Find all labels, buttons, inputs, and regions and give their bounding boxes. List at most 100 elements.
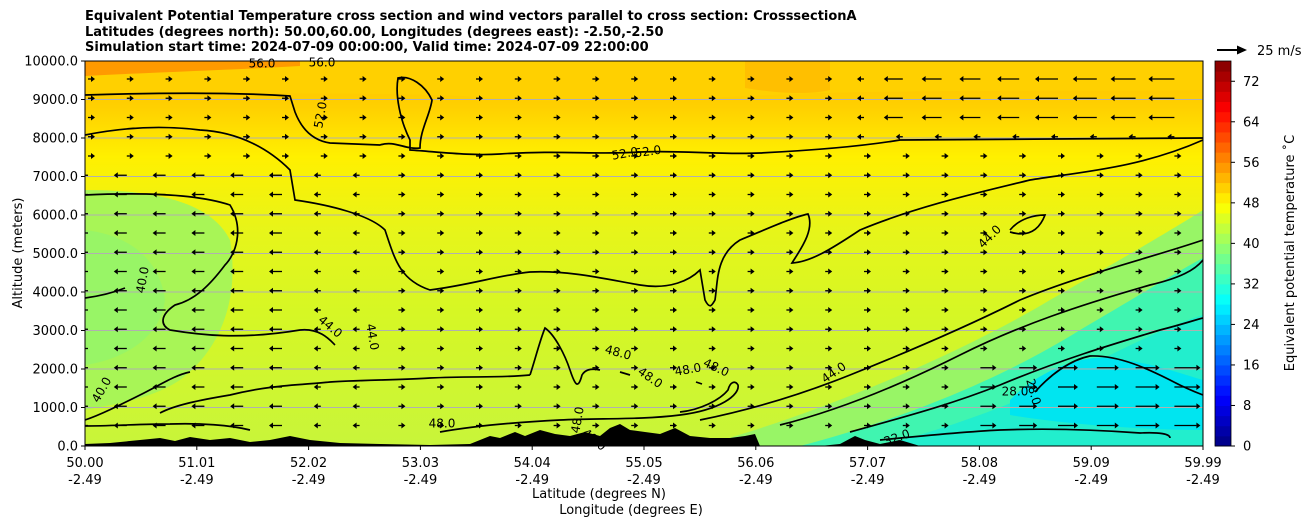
wind-vector-head	[595, 326, 600, 333]
wind-vector-head	[905, 422, 910, 429]
wind-vector-head	[440, 364, 445, 371]
wind-vector-head	[401, 326, 406, 333]
wind-vector-head	[323, 114, 328, 121]
wind-vector-head	[595, 210, 600, 217]
wind-vector-head	[867, 153, 871, 159]
wind-vector-head	[595, 191, 600, 198]
wind-vector-head	[113, 403, 118, 410]
wind-vector-head	[517, 384, 522, 390]
wind-vector-head	[867, 345, 871, 352]
wind-vector-head	[867, 384, 871, 390]
wind-vector-head	[789, 172, 794, 179]
wind-vector-head	[191, 307, 196, 313]
wind-vector-head	[595, 268, 600, 275]
contour-label: 52.0	[611, 144, 640, 162]
wind-vector-head	[230, 268, 235, 275]
colorbar-segment	[1215, 395, 1231, 406]
wind-vector-head	[269, 364, 273, 371]
wind-vector-head	[401, 249, 406, 256]
wind-vector-head	[191, 268, 196, 275]
wind-vector-head	[905, 403, 910, 410]
wind-vector-head	[867, 307, 871, 313]
wind-vector-head	[517, 307, 522, 313]
x-tick-label-lat: 51.01	[178, 456, 215, 471]
wind-vector-head	[401, 422, 406, 429]
wind-vector-head	[191, 210, 196, 217]
wind-vector-head	[1177, 287, 1182, 294]
wind-vector-head	[1022, 287, 1027, 294]
colorbar-segment	[1215, 111, 1231, 123]
wind-vector-head	[750, 307, 755, 313]
x-tick-label-lat: 53.03	[402, 456, 439, 471]
wind-vector-head	[113, 422, 118, 429]
wind-vector-head	[673, 326, 677, 333]
colorbar-segment	[1215, 375, 1231, 386]
wind-vector-head	[711, 364, 716, 371]
wind-vector-head	[75, 192, 79, 198]
wind-vector-head	[750, 384, 755, 390]
wind-vector-head	[711, 172, 716, 179]
wind-vector-head	[440, 326, 445, 333]
colorbar-segment	[1215, 314, 1231, 325]
wind-vector-head	[168, 95, 173, 102]
contour-line	[85, 287, 126, 299]
wind-vector-head	[1138, 287, 1143, 294]
wind-vector-head	[1114, 422, 1119, 429]
wind-vector-head	[269, 384, 273, 390]
wind-vector-head	[1061, 153, 1065, 159]
wind-vector-head	[1089, 133, 1094, 140]
colorbar-segment	[1215, 233, 1231, 244]
wind-vector-head	[944, 153, 949, 159]
wind-vector-head	[828, 210, 833, 217]
wind-vector-head	[517, 268, 522, 275]
wind-vector-head	[1099, 287, 1104, 294]
x-tick-label-lon: -2.49	[68, 473, 102, 488]
wind-vector-head	[750, 76, 755, 82]
wind-vector-head	[362, 133, 367, 140]
wind-vector-head	[1138, 210, 1143, 217]
wind-vector-head	[634, 95, 639, 102]
wind-vector-head	[1196, 384, 1201, 390]
colorbar-segment	[1215, 354, 1231, 366]
wind-vector-head	[352, 384, 357, 390]
y-tick-label: 10000.0	[24, 55, 78, 70]
wind-vector-head	[673, 403, 677, 410]
contour-line	[529, 326, 601, 385]
wind-vector-head	[634, 230, 639, 236]
wind-vector-head	[1155, 364, 1160, 371]
wind-vector-head	[352, 191, 357, 198]
wind-vector-head	[789, 210, 794, 217]
wind-vector-head	[91, 153, 95, 159]
wind-vector-head	[673, 345, 677, 352]
wind-vector-head	[168, 153, 173, 159]
wind-vector-head	[1114, 403, 1119, 410]
wind-vector-head	[634, 191, 639, 198]
wind-vector-head	[857, 133, 861, 140]
wind-vector-head	[191, 364, 196, 371]
wind-vector-head	[168, 133, 173, 140]
wind-vector-head	[921, 95, 926, 102]
wind-vector-head	[556, 287, 561, 294]
wind-vector-head	[401, 268, 406, 275]
wind-vector-head	[269, 345, 273, 352]
wind-vector-head	[1061, 307, 1065, 313]
wind-vector-head	[269, 210, 273, 217]
wind-vector-head	[944, 307, 949, 313]
wind-vector-head	[152, 230, 157, 236]
wind-vector-head	[313, 326, 318, 333]
wind-vector-head	[207, 114, 212, 121]
wind-vector-head	[983, 249, 988, 256]
wind-vector-head	[867, 249, 871, 256]
contour-line	[85, 76, 1203, 156]
colorbar-segment	[1215, 223, 1231, 234]
wind-vector-head	[479, 191, 483, 198]
wind-vectors	[75, 76, 1201, 429]
wind-vector-head	[556, 345, 561, 352]
wind-vector-head	[750, 249, 755, 256]
wind-vector-head	[230, 287, 235, 294]
wind-vector-head	[828, 307, 833, 313]
y-tick-label: 3000.0	[33, 324, 79, 339]
wind-vector-head	[1061, 287, 1065, 294]
wind-vector-head	[1033, 422, 1038, 429]
wind-vector-head	[313, 364, 318, 371]
